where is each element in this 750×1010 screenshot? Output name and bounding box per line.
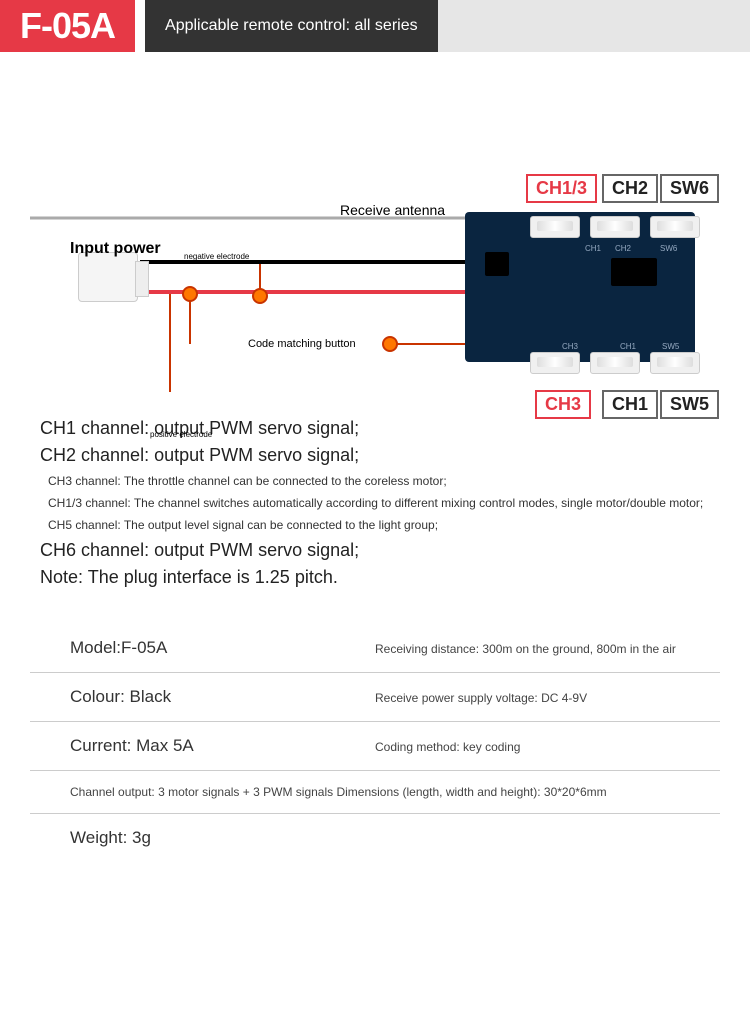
- spec-row: Current: Max 5ACoding method: key coding: [30, 722, 720, 771]
- spec-full: Channel output: 3 motor signals + 3 PWM …: [70, 785, 607, 799]
- spec-left: Colour: Black: [70, 687, 375, 707]
- label-pos: positive electrode: [150, 430, 212, 439]
- spec-right: Receiving distance: 300m on the ground, …: [375, 642, 680, 656]
- label-input-power: Input power: [70, 240, 161, 258]
- pcb-label: SW6: [660, 244, 677, 253]
- pin-ch3: CH3: [535, 390, 591, 419]
- label-antenna: Receive antenna: [340, 202, 445, 218]
- pin-sw5: SW5: [660, 390, 719, 419]
- conn-sw6: [650, 216, 700, 238]
- specs-table: Model:F-05AReceiving distance: 300m on t…: [0, 614, 750, 892]
- pcb-chip: [611, 258, 657, 286]
- spec-left: Current: Max 5A: [70, 736, 375, 756]
- model-badge: F-05A: [0, 0, 135, 52]
- desc-line: CH5 channel: The output level signal can…: [48, 518, 710, 532]
- pin-ch1-3: CH1/3: [526, 174, 597, 203]
- pcb-label: CH1: [620, 342, 636, 351]
- desc-line: CH6 channel: output PWM servo signal;: [40, 540, 710, 561]
- subtitle: Applicable remote control: all series: [145, 0, 438, 52]
- desc-line: CH1 channel: output PWM servo signal;: [40, 418, 710, 439]
- pin-sw6: SW6: [660, 174, 719, 203]
- conn-ch2: [590, 216, 640, 238]
- pcb-label: CH1: [585, 244, 601, 253]
- pcb-label: SW5: [662, 342, 679, 351]
- pcb-label: CH3: [562, 342, 578, 351]
- label-neg: negative electrode: [184, 252, 249, 261]
- conn-ch3: [530, 352, 580, 374]
- desc-line: CH1/3 channel: The channel switches auto…: [48, 496, 710, 510]
- header: F-05A Applicable remote control: all ser…: [0, 0, 750, 52]
- spec-row: Channel output: 3 motor signals + 3 PWM …: [30, 771, 720, 814]
- diagram-canvas: CH1/3CH2SW6CH3CH1SW5 CH1CH2SW6CH3CH1SW5 …: [0, 52, 750, 392]
- desc-line: Note: The plug interface is 1.25 pitch.: [40, 567, 710, 588]
- label-code-button: Code matching button: [248, 338, 356, 350]
- description-block: CH1 channel: output PWM servo signal; CH2…: [0, 392, 750, 614]
- connectors-top: [530, 216, 700, 238]
- spec-left: Model:F-05A: [70, 638, 375, 658]
- conn-ch1: [590, 352, 640, 374]
- desc-line: CH3 channel: The throttle channel can be…: [48, 474, 710, 488]
- header-fill: [438, 0, 750, 52]
- power-plug: [78, 252, 138, 302]
- spec-left: Weight: 3g: [70, 828, 375, 848]
- pcb-chip2: [485, 252, 509, 276]
- connectors-bottom: [530, 352, 700, 374]
- spec-row: Model:F-05AReceiving distance: 300m on t…: [30, 624, 720, 673]
- pin-ch1: CH1: [602, 390, 658, 419]
- conn-sw5: [650, 352, 700, 374]
- spec-right: Receive power supply voltage: DC 4-9V: [375, 691, 680, 705]
- spec-right: Coding method: key coding: [375, 740, 680, 754]
- conn-ch1-3: [530, 216, 580, 238]
- spec-row: Weight: 3g: [30, 814, 720, 862]
- desc-line: CH2 channel: output PWM servo signal;: [40, 445, 710, 466]
- pcb-label: CH2: [615, 244, 631, 253]
- pin-ch2: CH2: [602, 174, 658, 203]
- spec-row: Colour: BlackReceive power supply voltag…: [30, 673, 720, 722]
